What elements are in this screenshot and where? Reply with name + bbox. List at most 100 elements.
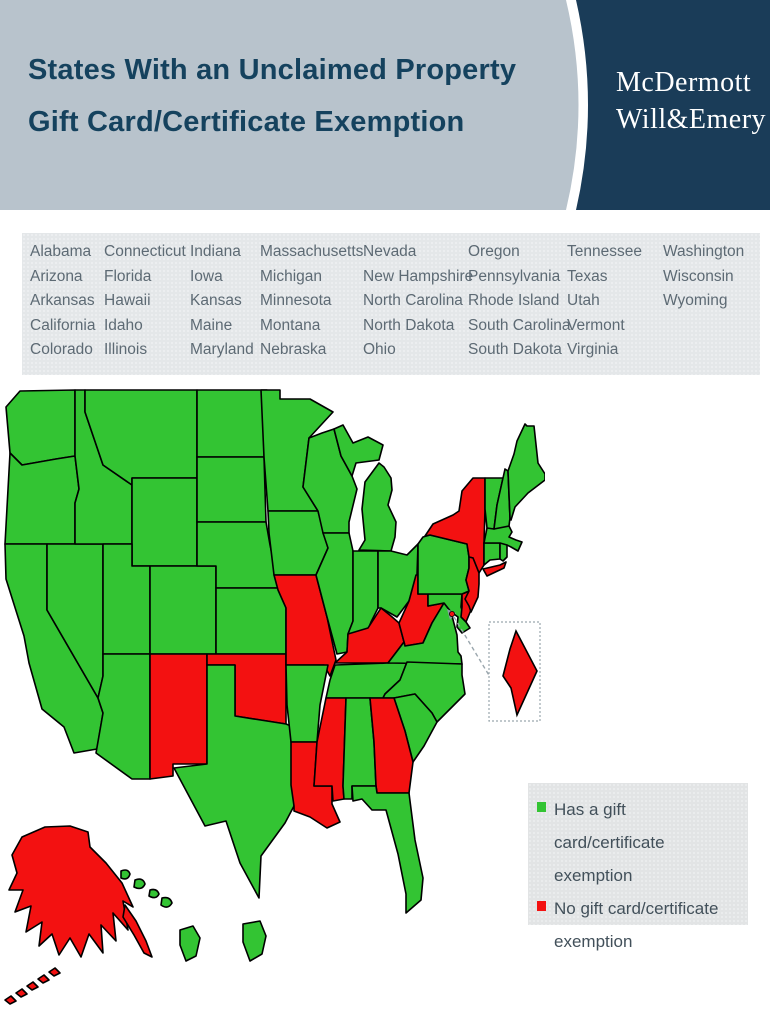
state-hawaii[interactable]: Hawaii bbox=[242, 920, 267, 962]
state-list-item: Wyoming bbox=[663, 292, 728, 309]
state-new-jersey[interactable]: New Jersey bbox=[464, 556, 480, 613]
state-list-item: Pennsylvania bbox=[468, 267, 561, 285]
inset-connector-line bbox=[453, 616, 491, 678]
state-list-item: Maryland bbox=[190, 341, 254, 358]
firm-logo-line1: McDermott bbox=[616, 67, 752, 98]
state-list-item: North Dakota bbox=[363, 316, 455, 334]
state-list-column-2: Connecticut Florida Hawaii Idaho Illinois bbox=[104, 240, 190, 375]
state-new-york[interactable]: New York bbox=[424, 477, 486, 574]
state-list-item: Ohio bbox=[363, 341, 396, 358]
us-map: WashingtonOregonCaliforniaNevadaIdahoMon… bbox=[4, 389, 545, 1005]
state-pennsylvania[interactable]: Pennsylvania bbox=[417, 534, 470, 595]
state-list-item: Rhode Island bbox=[468, 292, 560, 309]
state-list-item: Colorado bbox=[30, 341, 93, 358]
state-list-item: North Carolina bbox=[363, 292, 463, 309]
state-rhode-island[interactable]: Rhode Island bbox=[499, 542, 508, 562]
state-maryland[interactable]: Maryland bbox=[427, 593, 471, 634]
state-list: Alabama Arizona Arkansas California Colorado… bbox=[22, 233, 760, 375]
state-hawaii[interactable]: Hawaii bbox=[160, 896, 173, 908]
state-list-item: Minnesota bbox=[260, 292, 332, 309]
state-new-york[interactable]: New York bbox=[482, 561, 507, 577]
state-list-item: South Dakota bbox=[468, 341, 562, 358]
legend-swatch-has_exemption-icon bbox=[537, 802, 546, 812]
state-alaska[interactable]: Alaska bbox=[4, 995, 17, 1005]
legend-label: Has a gift card/certificate exemption bbox=[554, 800, 665, 885]
state-oregon[interactable]: Oregon bbox=[4, 452, 80, 545]
page-title-line2: Gift Card/Certificate Exemption bbox=[28, 106, 465, 138]
state-wyoming[interactable]: Wyoming bbox=[131, 477, 198, 567]
state-south-dakota[interactable]: South Dakota bbox=[196, 456, 267, 523]
page-title: States With an Unclaimed Property Gift C… bbox=[28, 44, 516, 148]
state-alaska[interactable]: Alaska bbox=[122, 904, 153, 958]
state-list-column-8: Washington Wisconsin Wyoming bbox=[663, 240, 763, 375]
state-iowa[interactable]: Iowa bbox=[267, 510, 329, 576]
state-alaska[interactable]: Alaska bbox=[26, 981, 39, 991]
state-list-item: Utah bbox=[567, 292, 600, 309]
legend-swatch-no_exemption-icon bbox=[537, 901, 546, 911]
state-hawaii[interactable]: Hawaii bbox=[120, 869, 131, 880]
state-texas[interactable]: Texas bbox=[173, 664, 295, 899]
state-hawaii[interactable]: Hawaii bbox=[179, 925, 201, 962]
state-list-item: South Carolina bbox=[468, 316, 571, 334]
state-wisconsin[interactable]: Wisconsin bbox=[302, 428, 358, 534]
state-list-item: Washington bbox=[663, 243, 745, 260]
state-hawaii[interactable]: Hawaii bbox=[148, 888, 160, 899]
state-list-item: Virginia bbox=[567, 341, 619, 358]
state-list-item: Idaho bbox=[104, 316, 143, 334]
state-new-hampshire[interactable]: New Hampshire bbox=[493, 468, 511, 530]
state-arizona[interactable]: Arizona bbox=[95, 653, 151, 780]
legend-label: No gift card/certificate exemption bbox=[554, 899, 719, 951]
state-list-item: Kansas bbox=[190, 292, 242, 309]
legend-item-no_exemption: No gift card/certificate exemption bbox=[537, 892, 740, 958]
state-florida[interactable]: Florida bbox=[351, 785, 424, 914]
state-list-item: Vermont bbox=[567, 316, 625, 334]
header-curve-decoration bbox=[566, 0, 770, 210]
state-connecticut[interactable]: Connecticut bbox=[483, 542, 501, 566]
state-alaska[interactable]: Alaska bbox=[37, 974, 50, 984]
state-list-column-5: Nevada New Hampshire North Carolina North D… bbox=[363, 240, 474, 375]
state-list-item: Wisconsin bbox=[663, 267, 734, 285]
state-maine[interactable]: Maine bbox=[507, 423, 545, 521]
state-district-of-columbia[interactable] bbox=[448, 610, 455, 617]
state-list-item: California bbox=[30, 316, 96, 334]
state-list-item: Nevada bbox=[363, 243, 417, 260]
state-list-column-4: Massachusetts Michigan Minnesota Montana Neb… bbox=[260, 240, 363, 375]
state-district-of-columbia-inset[interactable] bbox=[502, 628, 538, 718]
state-list-item: Arizona bbox=[30, 267, 83, 285]
state-alaska[interactable]: Alaska bbox=[8, 825, 134, 958]
state-list-item: Michigan bbox=[260, 267, 323, 285]
state-michigan[interactable]: Michigan bbox=[333, 424, 384, 477]
page-title-line1: States With an Unclaimed Property bbox=[28, 54, 517, 86]
state-north-dakota[interactable]: North Dakota bbox=[196, 389, 268, 458]
state-list-item: Indiana bbox=[190, 243, 241, 260]
state-list-item: Illinois bbox=[104, 341, 148, 358]
state-new-mexico[interactable]: New Mexico bbox=[149, 653, 208, 780]
state-alaska[interactable]: Alaska bbox=[15, 988, 28, 998]
state-massachusetts[interactable]: Massachusetts bbox=[483, 525, 523, 552]
state-kansas[interactable]: Kansas bbox=[215, 587, 287, 655]
state-list-item: Tennessee bbox=[567, 243, 642, 260]
state-list-item: Hawaii bbox=[104, 292, 151, 309]
state-list-item: Florida bbox=[104, 267, 152, 285]
map-legend: Has a gift card/certificate exemption No … bbox=[528, 783, 748, 951]
state-alaska[interactable]: Alaska bbox=[48, 967, 61, 977]
state-list-item: New Hampshire bbox=[363, 267, 474, 285]
header-banner: States With an Unclaimed Property Gift C… bbox=[0, 0, 770, 210]
state-list-item: Texas bbox=[567, 267, 608, 285]
state-list-item: Iowa bbox=[190, 267, 223, 285]
state-list-item: Connecticut bbox=[104, 243, 186, 260]
logo-panel-background bbox=[576, 0, 770, 210]
state-hawaii[interactable]: Hawaii bbox=[133, 878, 146, 890]
state-list-column-6: Oregon Pennsylvania Rhode Island South Caro… bbox=[468, 240, 571, 375]
dc-inset-group bbox=[447, 609, 541, 722]
state-list-column-1: Alabama Arizona Arkansas California Colorado bbox=[30, 240, 104, 375]
state-washington[interactable]: Washington bbox=[5, 389, 76, 466]
state-list-column-7: Tennessee Texas Utah Vermont Virginia bbox=[567, 240, 663, 375]
state-colorado[interactable]: Colorado bbox=[149, 565, 217, 655]
state-michigan[interactable]: Michigan bbox=[358, 462, 397, 552]
state-list-item: Arkansas bbox=[30, 292, 95, 309]
state-list-item: Montana bbox=[260, 316, 321, 334]
firm-logo-line2: Will&Emery bbox=[616, 104, 767, 135]
state-list-item: Nebraska bbox=[260, 341, 327, 358]
